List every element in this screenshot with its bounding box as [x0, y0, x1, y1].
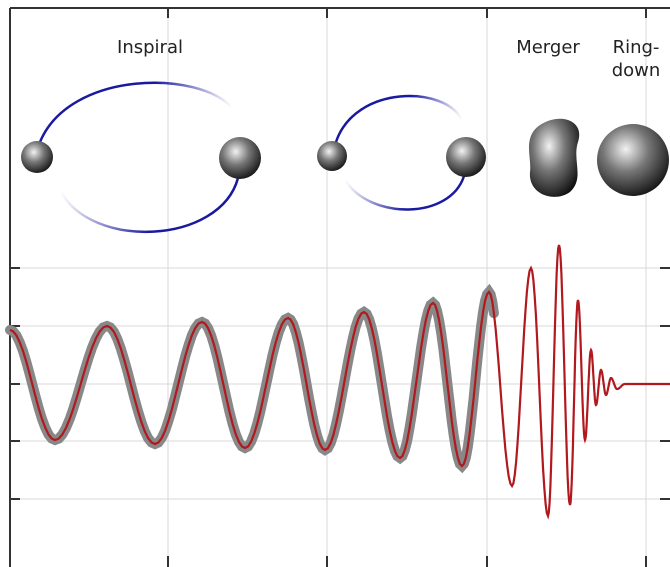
ringdown-label: down [612, 60, 661, 81]
inspiral-label: Inspiral [117, 37, 183, 58]
ringdown-label: Ring- [613, 37, 660, 58]
ringdown-sphere [597, 124, 669, 196]
figure: Inspiral Merger Ring- down [0, 0, 670, 567]
page: Inspiral Merger Ring- down (() => { cons… [0, 0, 670, 567]
orbit-wide [21, 83, 261, 232]
orbit-close [317, 96, 486, 210]
merger-label: Merger [516, 37, 580, 58]
merger-blob [529, 119, 579, 197]
